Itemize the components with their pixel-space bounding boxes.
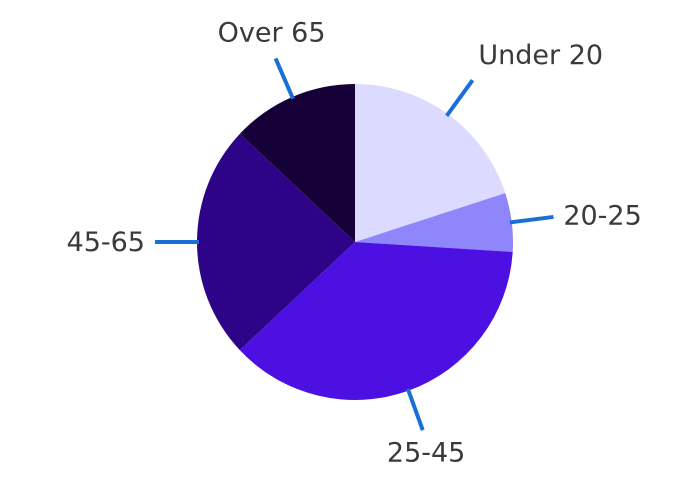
leader-line-over-65	[273, 57, 295, 100]
pie-slices	[196, 84, 514, 401]
slice-label-under-20: Under 20	[478, 40, 603, 71]
slice-label-over-65: Over 65	[218, 17, 326, 48]
slice-labels: Under 20 20-25 25-45 45-65 Over 65	[67, 17, 642, 468]
leader-line-20-25	[509, 214, 554, 225]
pie-slice-under-20	[355, 84, 506, 242]
leader-lines	[155, 57, 554, 431]
pie-slice-over-65	[239, 84, 355, 242]
slice-label-25-45: 25-45	[387, 438, 465, 469]
leader-line-under-20	[445, 79, 475, 117]
pie-slice-25-45	[239, 242, 513, 401]
slice-label-20-25: 20-25	[563, 201, 641, 232]
slice-label-45-65: 45-65	[67, 227, 145, 258]
pie-slice-45-65	[196, 133, 355, 351]
leader-line-25-45	[405, 388, 425, 431]
pie-slice-20-25	[355, 193, 514, 252]
